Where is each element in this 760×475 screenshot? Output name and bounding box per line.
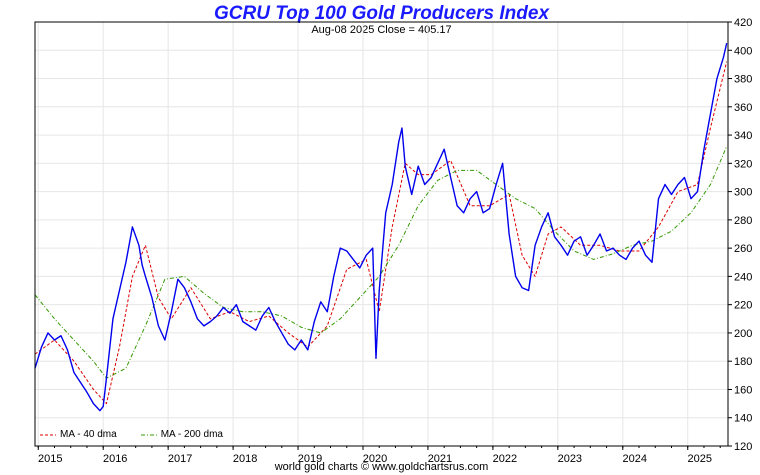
legend-swatch-ma40 (40, 434, 56, 435)
y-tick-label: 380 (734, 74, 752, 86)
x-tick-label: 2023 (558, 453, 582, 465)
y-tick-label: 320 (734, 158, 752, 170)
x-tick-label: 2017 (168, 453, 192, 465)
y-tick-label: 140 (734, 413, 752, 425)
grid (35, 21, 728, 447)
x-tick-label: 2016 (103, 453, 127, 465)
chart-credit: world gold charts © www.goldchartsrus.co… (274, 461, 489, 473)
y-tick-label: 180 (734, 356, 752, 368)
plot-frame (34, 21, 729, 447)
legend-item-ma200: MA - 200 dma (140, 429, 223, 440)
y-tick-label: 200 (734, 328, 752, 340)
legend: MA - 40 dma MA - 200 dma (40, 429, 223, 440)
y-tick-label: 300 (734, 187, 752, 199)
x-tick-label: 2015 (38, 453, 62, 465)
y-tick-label: 260 (734, 243, 752, 255)
x-tick-label: 2025 (687, 453, 711, 465)
x-tick-label: 2024 (623, 453, 647, 465)
x-axis: 2015 2016 2017 2018 2019 2020 2021 2022 2023 2024… (37, 446, 721, 465)
chart-title: GCRU Top 100 Gold Producers Index (213, 3, 550, 24)
x-tick-label: 2020 (363, 453, 387, 465)
series-layer (34, 43, 728, 412)
chart-subtitle: Aug-08 2025 Close = 405.17 (311, 24, 452, 36)
legend-swatch-ma200 (140, 434, 157, 435)
y-tick-label: 360 (734, 102, 752, 114)
y-axis: 120 140 160 180 200 220 240 260 280 300 320 340 360 3… (728, 17, 752, 453)
y-tick-label: 420 (734, 17, 752, 29)
y-tick-label: 120 (734, 441, 752, 453)
x-tick-label: 2021 (428, 453, 452, 465)
y-tick-label: 400 (734, 45, 752, 57)
series-line-ma40 (34, 61, 728, 405)
legend-label-ma200: MA - 200 dma (160, 429, 223, 440)
x-tick-label: 2019 (298, 453, 322, 465)
x-tick-label: 2018 (233, 453, 257, 465)
y-tick-label: 340 (734, 130, 752, 142)
y-tick-label: 280 (734, 215, 752, 227)
y-tick-label: 240 (734, 271, 752, 283)
legend-item-ma40: MA - 40 dma (40, 429, 117, 440)
series-line-price (34, 43, 728, 412)
y-tick-label: 160 (734, 384, 752, 396)
legend-label-ma40: MA - 40 dma (60, 429, 117, 440)
y-tick-label: 220 (734, 300, 752, 312)
x-tick-label: 2022 (493, 453, 517, 465)
